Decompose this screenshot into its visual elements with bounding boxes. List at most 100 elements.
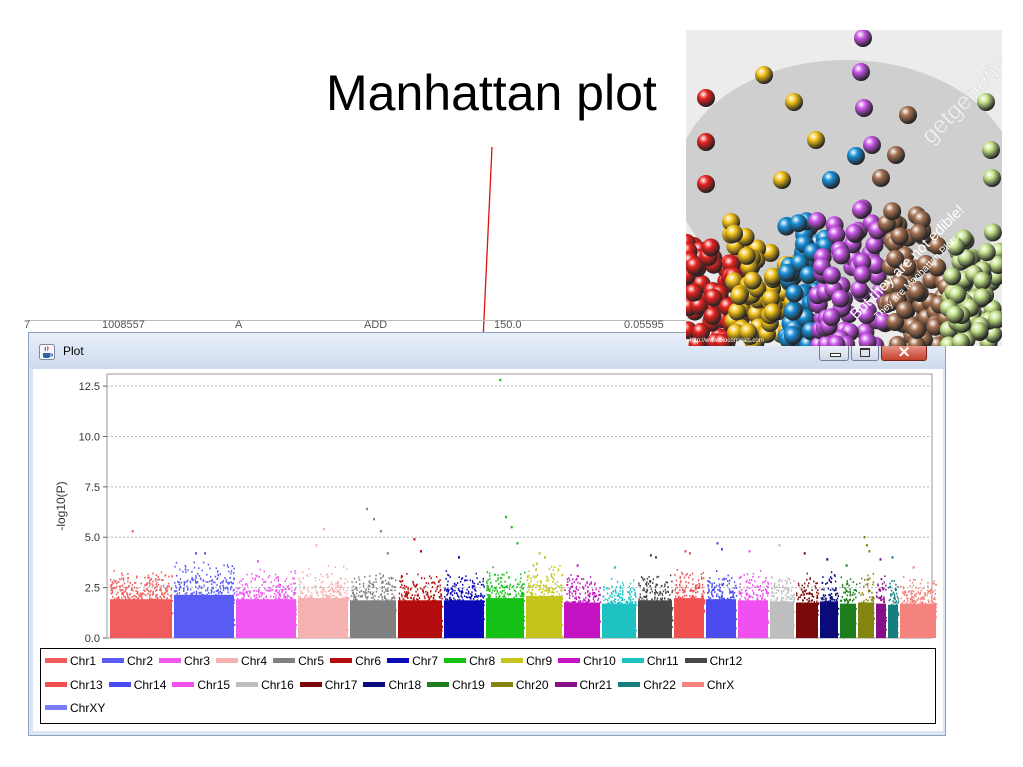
- data-point: [248, 590, 250, 592]
- data-point: [598, 590, 600, 593]
- data-point: [496, 591, 498, 593]
- data-point: [575, 585, 578, 588]
- data-point: [328, 595, 330, 597]
- data-point: [553, 588, 555, 591]
- data-point: [661, 597, 664, 600]
- series-chr3: [236, 560, 298, 638]
- peak-point: [505, 515, 507, 519]
- data-point: [253, 589, 256, 592]
- data-point: [472, 581, 474, 584]
- data-point: [553, 592, 555, 594]
- data-point: [765, 589, 767, 592]
- data-point: [801, 588, 803, 591]
- data-point: [738, 577, 741, 579]
- data-point: [322, 580, 324, 583]
- data-point: [133, 595, 135, 598]
- data-point: [551, 594, 553, 597]
- data-point: [668, 598, 671, 601]
- strip-fragment: 7: [24, 319, 31, 331]
- data-point: [722, 597, 724, 600]
- data-point: [701, 593, 703, 596]
- data-point: [639, 596, 642, 599]
- data-point: [805, 589, 807, 592]
- data-point: [725, 577, 727, 580]
- data-point: [467, 592, 469, 595]
- data-point: [447, 592, 449, 595]
- data-point: [460, 592, 463, 595]
- data-point: [468, 586, 470, 588]
- data-point: [735, 584, 737, 587]
- data-point: [275, 597, 277, 599]
- data-point: [224, 587, 227, 590]
- data-point: [404, 594, 407, 597]
- data-point: [552, 577, 554, 579]
- minimize-button[interactable]: [819, 343, 849, 361]
- series-chr14: [706, 542, 738, 638]
- data-point: [263, 581, 265, 584]
- data-point: [362, 582, 365, 585]
- data-point: [122, 577, 125, 580]
- data-point: [451, 594, 454, 596]
- data-point: [335, 584, 337, 587]
- data-point: [756, 598, 758, 601]
- peak-point: [516, 542, 519, 545]
- data-point: [561, 635, 564, 638]
- data-point: [199, 577, 202, 580]
- data-point: [679, 589, 681, 591]
- data-point: [410, 587, 412, 590]
- data-point: [262, 578, 264, 581]
- data-point: [745, 598, 747, 600]
- data-point: [653, 592, 656, 594]
- data-point: [113, 579, 115, 582]
- data-point: [441, 625, 443, 628]
- data-point: [645, 594, 648, 597]
- data-point: [745, 589, 748, 591]
- data-point: [243, 597, 245, 600]
- data-point: [695, 591, 697, 594]
- data-point-dense: [796, 602, 818, 638]
- data-point: [353, 594, 356, 597]
- data-point: [829, 599, 832, 602]
- data-point: [228, 582, 231, 584]
- data-point: [407, 592, 410, 595]
- data-point: [754, 580, 756, 583]
- data-point: [761, 598, 763, 600]
- data-point: [122, 579, 125, 581]
- series-chr17: [796, 552, 820, 638]
- data-point: [684, 587, 687, 589]
- data-point: [337, 590, 339, 593]
- data-point: [424, 585, 427, 588]
- data-point: [771, 595, 773, 597]
- data-point: [487, 587, 490, 590]
- data-point: [726, 584, 728, 587]
- data-point: [170, 588, 172, 591]
- data-point: [211, 579, 214, 581]
- data-point: [174, 590, 176, 593]
- data-point: [249, 590, 252, 593]
- data-point: [237, 593, 240, 596]
- data-point: [622, 594, 624, 596]
- data-point: [759, 588, 761, 591]
- data-point: [448, 597, 451, 600]
- data-point: [142, 592, 144, 595]
- data-point: [682, 591, 684, 594]
- data-point: [614, 598, 617, 601]
- data-point: [553, 566, 556, 569]
- data-point: [652, 578, 655, 581]
- data-point: [689, 590, 691, 592]
- data-point: [256, 594, 258, 596]
- data-point: [298, 595, 300, 598]
- data-point: [628, 585, 630, 588]
- data-point: [506, 586, 508, 588]
- data-point: [343, 582, 346, 585]
- data-point: [522, 593, 524, 596]
- data-point: [153, 587, 156, 590]
- data-point: [242, 597, 244, 600]
- data-point: [336, 591, 338, 593]
- data-point: [513, 596, 515, 599]
- data-point: [459, 599, 461, 601]
- data-point: [369, 591, 371, 593]
- data-point: [155, 578, 157, 580]
- data-point: [689, 588, 692, 591]
- data-point: [369, 582, 371, 585]
